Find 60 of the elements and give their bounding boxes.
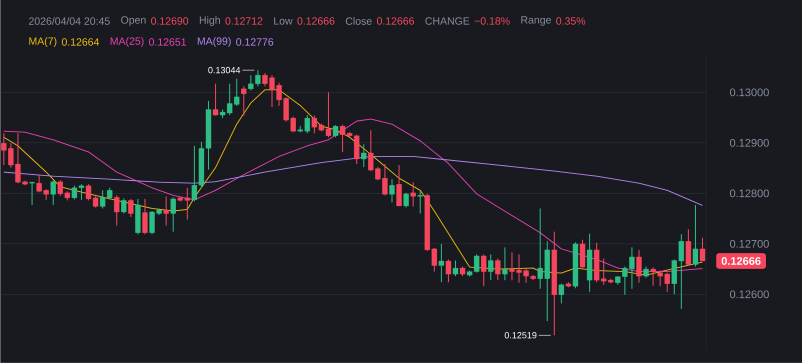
text: CHANGE (425, 17, 470, 25)
text: MA(7) (29, 37, 56, 47)
candlestick (212, 83, 218, 116)
candlestick (481, 254, 486, 287)
candlestick (121, 198, 126, 214)
text: 0.35% (556, 17, 586, 25)
candlestick (142, 198, 148, 235)
candlestick (128, 198, 134, 218)
candlestick (403, 192, 409, 208)
candlestick (636, 249, 642, 284)
text: 2026/04/04 20:45 (29, 17, 110, 25)
text: 0.12664 (62, 38, 100, 46)
candlestick (686, 228, 692, 266)
candlestick (643, 266, 649, 278)
text: 0.12776 (236, 38, 274, 46)
text: MA(25) (110, 37, 144, 47)
text: High (200, 16, 220, 26)
candlestick (495, 258, 501, 281)
annotation: 0.12519 (504, 332, 536, 338)
candlestick (50, 180, 56, 206)
text: −0.18% (474, 17, 510, 25)
text: Range (521, 16, 551, 26)
text: 0.12651 (149, 38, 186, 46)
text: 0.12690 (151, 17, 188, 25)
candlestick (170, 196, 176, 232)
text: 0.12666 (376, 17, 414, 25)
candlestick (389, 178, 395, 203)
candlestick (502, 246, 508, 281)
candlestick (332, 124, 338, 138)
candlestick (650, 267, 656, 286)
candlestick (163, 196, 169, 226)
candlestick (488, 254, 494, 281)
candlestick (452, 260, 458, 277)
candlestick (692, 204, 698, 268)
candlestick (396, 164, 402, 207)
candlestick (558, 283, 564, 304)
text: Close (346, 17, 372, 25)
y-tick-label: 0.13000 (730, 88, 769, 96)
candlestick (361, 144, 366, 168)
text: MA(99) (198, 37, 231, 47)
y-tick-label: 0.12800 (730, 190, 769, 198)
text: 0.12666 (297, 17, 334, 25)
candlestick (446, 259, 452, 283)
text: Low (274, 17, 293, 25)
y-tick-label: 0.12700 (730, 240, 769, 248)
text: Open (121, 16, 146, 26)
candlestick (460, 266, 466, 277)
candlestick (114, 194, 120, 226)
candlestick (418, 190, 423, 214)
candlestick (700, 237, 706, 262)
candlestick (29, 181, 35, 206)
annotation: 0.13044 (208, 66, 240, 74)
text: 0.12666 (722, 257, 761, 265)
y-tick-label: 0.12900 (730, 139, 769, 147)
candlestick (410, 182, 416, 208)
candlestick (241, 86, 246, 116)
candlestick (580, 239, 586, 269)
text: 0.12712 (225, 17, 262, 25)
y-tick-label: 0.12600 (730, 290, 769, 298)
candlestick (438, 243, 444, 283)
